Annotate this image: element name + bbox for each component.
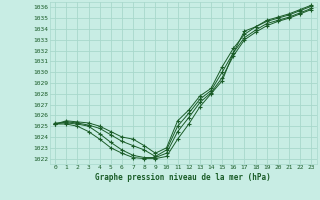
X-axis label: Graphe pression niveau de la mer (hPa): Graphe pression niveau de la mer (hPa) <box>95 173 271 182</box>
